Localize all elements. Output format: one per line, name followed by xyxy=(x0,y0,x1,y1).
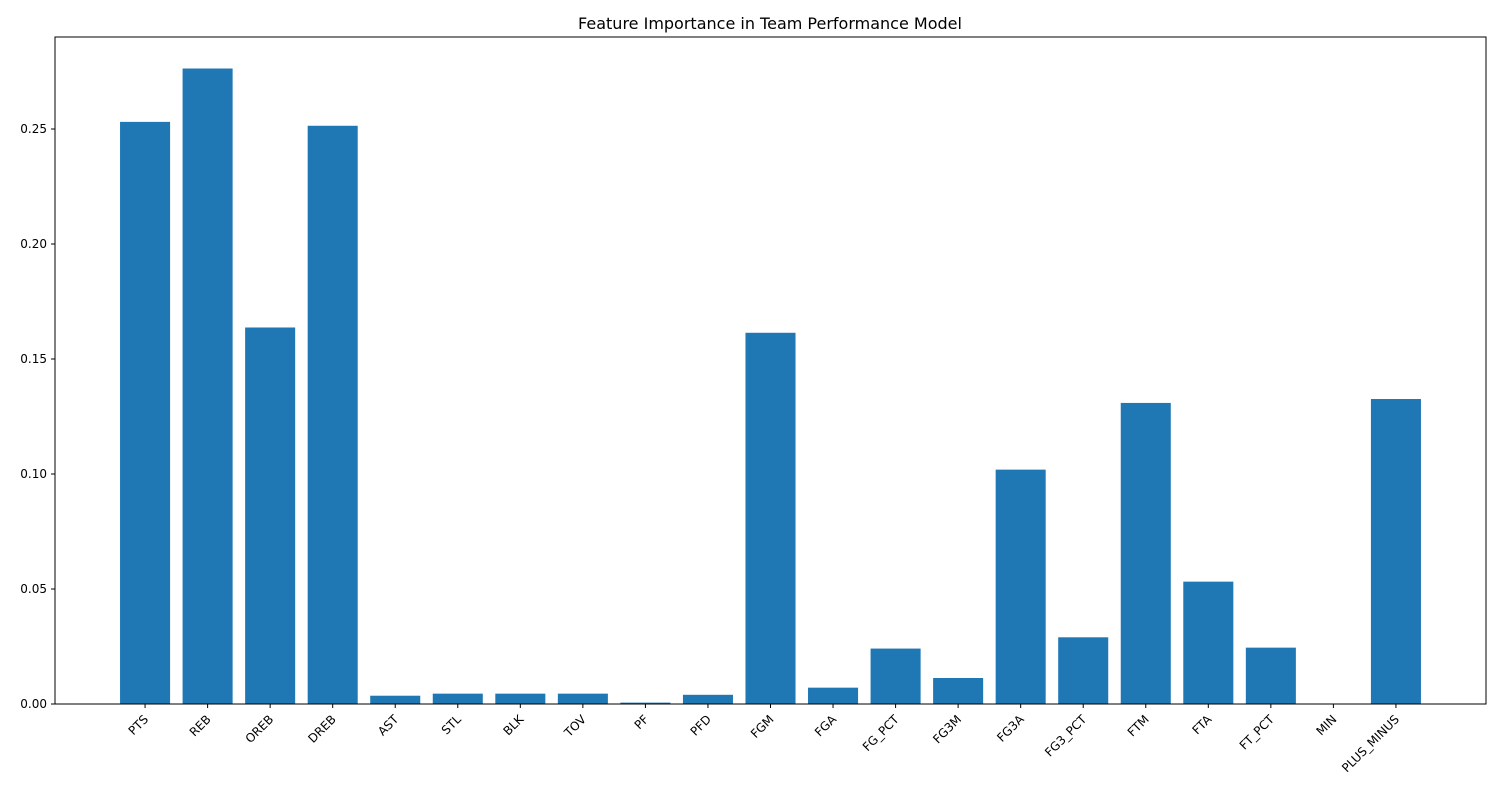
x-tick-label: PLUS_MINUS xyxy=(1339,712,1402,775)
x-tick-label: DREB xyxy=(305,712,339,746)
x-tick-label: STL xyxy=(439,712,464,737)
bar-stl xyxy=(432,693,483,704)
x-tick-label: BLK xyxy=(500,711,527,738)
x-tick-label: FTA xyxy=(1189,712,1215,738)
bar-pf xyxy=(620,702,671,704)
x-tick-label: FG_PCT xyxy=(860,712,902,754)
x-tick-label: FGA xyxy=(812,712,840,740)
plot-frame xyxy=(54,36,1487,705)
bars-layer xyxy=(120,68,1421,705)
x-tick-label: FG3M xyxy=(930,712,964,746)
bar-fgm xyxy=(745,332,796,704)
x-tick-label: FG3_PCT xyxy=(1042,712,1090,760)
bar-fg-pct xyxy=(870,648,921,704)
bar-dreb xyxy=(307,125,358,704)
bar-fta xyxy=(1183,581,1234,704)
x-tick-label: MIN xyxy=(1313,712,1339,738)
bar-blk xyxy=(495,693,546,704)
chart-title: Feature Importance in Team Performance M… xyxy=(578,14,962,33)
x-tick-label: FG3A xyxy=(994,712,1027,745)
x-tick-label: REB xyxy=(187,712,214,739)
y-tick-label: 0.00 xyxy=(20,697,47,711)
x-tick-label: AST xyxy=(375,712,402,739)
x-tick-label: TOV xyxy=(561,712,590,741)
bar-pfd xyxy=(682,694,733,704)
y-tick-label: 0.25 xyxy=(20,122,47,136)
bar-fg3m xyxy=(933,678,984,704)
y-axis: 0.00 0.05 0.10 0.15 0.20 0.25 xyxy=(20,122,55,711)
x-tick-label: OREB xyxy=(243,712,277,746)
x-tick-label: FT_PCT xyxy=(1237,712,1278,753)
y-tick-label: 0.20 xyxy=(20,237,47,251)
bar-reb xyxy=(182,68,233,704)
x-tick-label: FGM xyxy=(748,712,777,741)
bar-pts xyxy=(120,121,171,705)
x-axis: PTS REB OREB DREB AST STL BLK TOV PF PFD FGM FGA FG_… xyxy=(126,704,1402,775)
y-tick-label: 0.15 xyxy=(20,352,47,366)
bar-ast xyxy=(370,695,421,704)
y-tick-label: 0.05 xyxy=(20,582,47,596)
y-tick-label: 0.10 xyxy=(20,467,47,481)
bar-tov xyxy=(557,693,608,704)
x-tick-label: PTS xyxy=(126,712,152,738)
bar-ftm xyxy=(1120,402,1171,704)
bar-plus-minus xyxy=(1370,399,1421,704)
x-tick-label: FTM xyxy=(1125,712,1152,739)
bar-fga xyxy=(808,687,859,704)
bar-oreb xyxy=(245,327,296,704)
x-tick-label: PF xyxy=(632,712,652,732)
bar-fg3a xyxy=(995,469,1046,704)
bar-fg3-pct xyxy=(1058,637,1109,704)
x-tick-label: PFD xyxy=(688,712,714,738)
bar-ft-pct xyxy=(1245,647,1296,704)
